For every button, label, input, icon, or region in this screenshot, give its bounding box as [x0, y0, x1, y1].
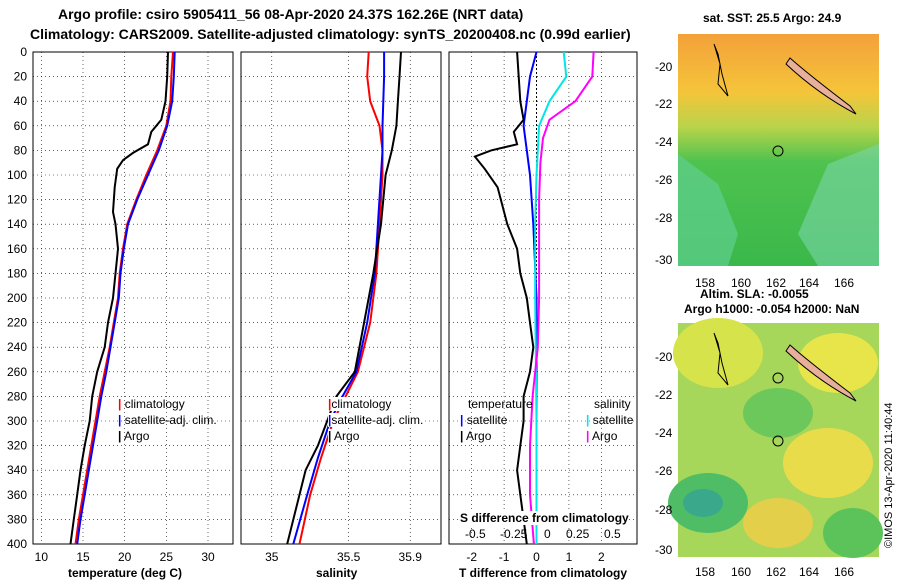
y-tick-label: 100 — [7, 168, 27, 182]
map2-lat-tick: -26 — [655, 464, 673, 478]
series-line-t-argo — [473, 51, 535, 545]
x-tick-label: 30 — [201, 550, 215, 564]
y-tick-label: 300 — [7, 414, 27, 428]
map2-lon-tick: 166 — [834, 565, 855, 579]
x-tick-label: 2 — [598, 550, 605, 564]
map2-lat-tick: -24 — [655, 426, 673, 440]
diff-legend-temp-argo: | Argo — [460, 429, 492, 443]
x-tick-label: 20 — [118, 550, 132, 564]
map2-lon-tick: 162 — [766, 565, 787, 579]
map1-lat-tick: -22 — [655, 97, 673, 111]
series-line-s-satellite — [534, 51, 568, 544]
title-line1: Argo profile: csiro 5905411_56 08-Apr-20… — [58, 6, 524, 22]
y-tick-label: 120 — [7, 193, 27, 207]
y-tick-label: 140 — [7, 217, 27, 231]
temp-legend-argo: | Argo — [118, 429, 150, 443]
s-difference-xlabel: S difference from climatology — [460, 511, 629, 525]
map2-lon-tick: 160 — [731, 565, 752, 579]
x-tick-label: -2 — [466, 550, 477, 564]
series-line-t-satellite — [522, 51, 538, 544]
y-tick-label: 80 — [14, 143, 28, 157]
map1-lon-tick: 160 — [731, 276, 752, 290]
y-tick-label: 60 — [14, 119, 28, 133]
series-line-s-argo — [529, 51, 595, 545]
y-tick-label: 280 — [7, 389, 27, 403]
x-tick-label: -1 — [499, 550, 510, 564]
y-tick-label: 200 — [7, 291, 27, 305]
map2-lat-tick: -22 — [655, 388, 673, 402]
y-tick-label: 0 — [20, 45, 27, 59]
map2-lat-tick: -30 — [655, 543, 673, 557]
y-tick-label: 340 — [7, 463, 27, 477]
s-tick: -0.25 — [500, 527, 528, 541]
x-tick-label: 0 — [533, 550, 540, 564]
temperature-xlabel: temperature (deg C) — [68, 566, 183, 580]
imos-credit: ©IMOS 13-Apr-2020 11:40:44 — [883, 402, 895, 548]
plot-frame — [448, 51, 638, 545]
salinity-xlabel: salinity — [316, 566, 358, 580]
series-line-argo — [69, 51, 169, 545]
sal-legend-climatology: |climatology — [328, 397, 392, 411]
y-tick-label: 180 — [7, 266, 27, 280]
diff-legend-sal-title: salinity — [594, 397, 631, 411]
y-tick-label: 400 — [7, 537, 27, 551]
map1-lat-tick: -26 — [655, 173, 673, 187]
map1-lat-tick: -20 — [655, 60, 673, 74]
map1-lon-tick: 164 — [799, 276, 820, 290]
x-tick-label: 25 — [160, 550, 174, 564]
plot-frame — [32, 51, 234, 545]
diff-legend-temp-satellite: | satellite — [460, 413, 508, 427]
y-tick-label: 320 — [7, 439, 27, 453]
map1-lat-tick: -30 — [655, 253, 673, 267]
sal-legend-satellite: |satellite-adj. clim. — [328, 413, 424, 427]
sal-legend-argo: | Argo — [328, 429, 360, 443]
y-tick-label: 360 — [7, 488, 27, 502]
series-line-climatology — [74, 51, 174, 545]
series-line-climatology — [298, 51, 384, 545]
diff-legend-sal-satellite: | satellite — [586, 413, 634, 427]
map2-title2: Argo h1000: -0.054 h2000: NaN — [684, 302, 860, 316]
series-line-argo — [286, 51, 402, 545]
x-tick-label: 35.9 — [399, 550, 423, 564]
y-tick-label: 40 — [14, 94, 28, 108]
map1-title: sat. SST: 25.5 Argo: 24.9 — [703, 11, 842, 25]
series-line-satellite-adj-clim- — [292, 52, 386, 545]
map1-lon-tick: 166 — [834, 276, 855, 290]
map1-lat-tick: -24 — [655, 135, 673, 149]
y-tick-label: 20 — [14, 70, 28, 84]
temp-legend-climatology: | climatology — [118, 397, 185, 411]
y-tick-label: 380 — [7, 512, 27, 526]
y-tick-label: 160 — [7, 242, 27, 256]
y-tick-label: 240 — [7, 340, 27, 354]
map1-lon-tick: 158 — [695, 276, 716, 290]
diff-legend-temp-title: temperature — [468, 397, 533, 411]
x-tick-label: 15 — [76, 550, 90, 564]
x-tick-label: 35 — [265, 550, 279, 564]
sla-map — [668, 318, 883, 558]
map2-lat-tick: -28 — [655, 503, 673, 517]
map1-lon-tick: 162 — [766, 276, 787, 290]
map2-lon-tick: 164 — [799, 565, 820, 579]
s-tick: 0.5 — [604, 527, 621, 541]
x-tick-label: 10 — [35, 550, 49, 564]
s-tick: -0.5 — [465, 527, 486, 541]
t-difference-xlabel: T difference from climatology — [459, 566, 628, 580]
sst-map — [678, 34, 879, 266]
diff-legend-sal-argo: | Argo — [586, 429, 618, 443]
title-line2: Climatology: CARS2009. Satellite-adjuste… — [30, 26, 631, 42]
series-line-satellite-adj-clim- — [76, 51, 176, 545]
plot-frame — [240, 51, 442, 545]
map2-lat-tick: -20 — [655, 350, 673, 364]
x-tick-label: 35.5 — [337, 550, 361, 564]
map2-lon-tick: 158 — [695, 565, 716, 579]
s-tick: 0 — [544, 527, 551, 541]
x-tick-label: 1 — [566, 550, 573, 564]
s-tick: 0.25 — [566, 527, 590, 541]
temp-legend-satellite: | satellite-adj. clim. — [118, 413, 217, 427]
y-tick-label: 220 — [7, 316, 27, 330]
map1-lat-tick: -28 — [655, 211, 673, 225]
y-tick-label: 260 — [7, 365, 27, 379]
map2-title1: Altim. SLA: -0.0055 — [700, 287, 809, 301]
